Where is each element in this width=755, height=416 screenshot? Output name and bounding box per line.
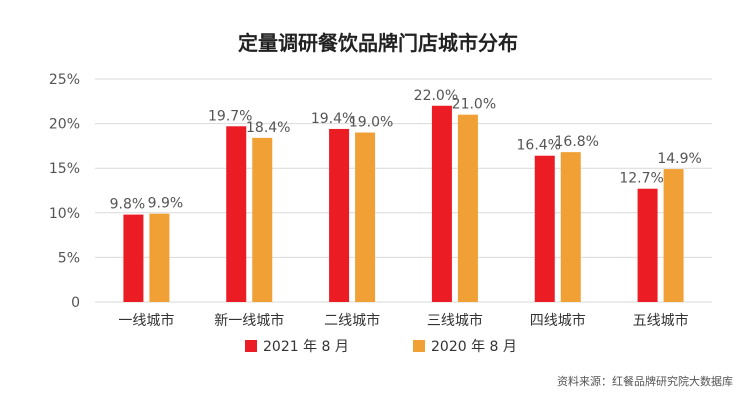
source-note: 资料来源：红餐品牌研究院大数据库 [557, 374, 733, 388]
bar-series-1 [431, 105, 452, 302]
category-label: 三线城市 [427, 312, 483, 329]
bar-series-1 [534, 155, 555, 302]
y-tick-label: 15% [49, 161, 80, 177]
bar-series-1 [637, 188, 658, 302]
category-label: 二线城市 [324, 312, 380, 329]
bar-value-label: 19.7% [208, 108, 252, 124]
bar-value-label: 16.8% [555, 134, 599, 150]
bar-series-2 [560, 152, 581, 302]
bar-series-1 [226, 126, 247, 302]
bar-series-2 [457, 114, 478, 303]
legend-swatch [245, 340, 257, 352]
bar-value-label: 9.8% [110, 197, 146, 213]
bar-value-label: 16.4% [517, 138, 561, 154]
legend-swatch [413, 340, 425, 352]
bar-value-label: 22.0% [414, 88, 458, 104]
y-tick-label: 20% [49, 117, 80, 133]
legend: 2021 年 8 月 2020 年 8 月 [245, 339, 517, 355]
bar-series-1 [329, 128, 350, 302]
category-label: 一线城市 [118, 312, 174, 329]
category-label: 五线城市 [633, 312, 689, 329]
y-tick-label: 10% [49, 206, 80, 222]
bar-value-label: 21.0% [452, 97, 496, 113]
category-labels: 一线城市 新一线城市 二线城市 三线城市 四线城市 五线城市 [118, 312, 688, 329]
bar-series-2 [355, 132, 376, 302]
bar-value-label: 12.7% [619, 171, 663, 187]
gridlines [95, 78, 712, 303]
bar-series-2 [149, 213, 170, 302]
y-tick-label: 0 [71, 295, 80, 311]
bar-value-label: 9.9% [148, 196, 184, 212]
bar-series-1 [123, 214, 144, 302]
category-label: 新一线城市 [214, 312, 284, 329]
chart-title: 定量调研餐饮品牌门店城市分布 [238, 31, 518, 55]
bar-value-label: 19.0% [349, 115, 393, 131]
bar-series-2 [252, 137, 273, 302]
y-tick-label: 25% [49, 72, 80, 88]
legend-label: 2021 年 8 月 [263, 339, 349, 355]
bars [123, 105, 684, 303]
bar-value-label: 19.4% [311, 111, 355, 127]
bar-value-label: 18.4% [246, 120, 290, 136]
y-axis-ticks: 0 5% 10% 15% 20% 25% [49, 72, 80, 311]
legend-label: 2020 年 8 月 [431, 339, 517, 355]
y-tick-label: 5% [58, 250, 80, 266]
value-labels: 9.8% 9.9% 19.7%18.4% 19.4%19.0% 22.0%21.0% 16… [110, 88, 702, 213]
bar-value-label: 14.9% [657, 151, 701, 167]
bar-series-2 [663, 169, 684, 302]
category-label: 四线城市 [530, 312, 586, 329]
